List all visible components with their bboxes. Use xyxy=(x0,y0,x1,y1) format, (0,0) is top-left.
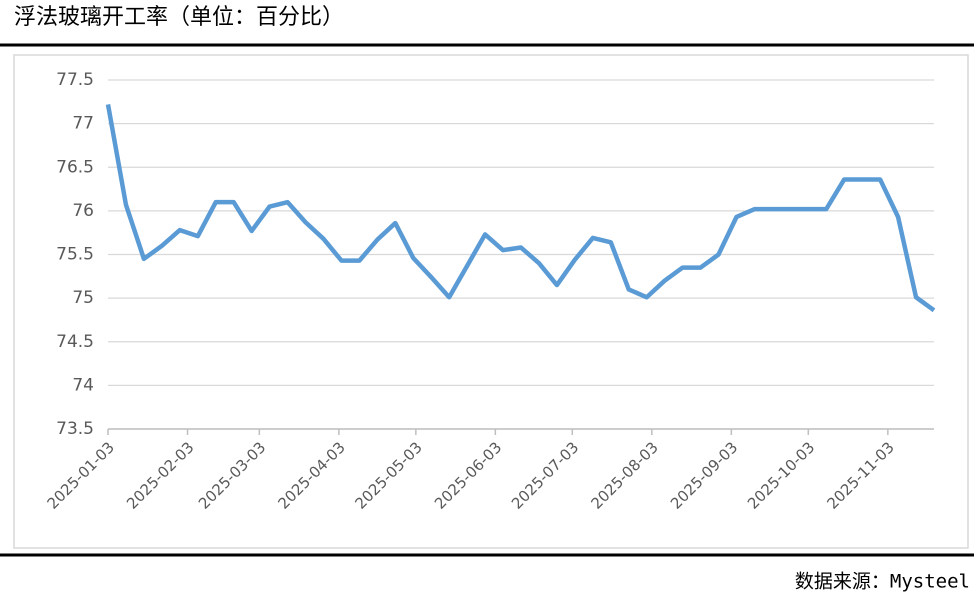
x-tick-label: 2025-10-03 xyxy=(744,438,818,512)
x-tick-label: 2025-07-03 xyxy=(508,438,582,512)
y-tick-label: 75.5 xyxy=(56,245,94,265)
x-tick-label: 2025-11-03 xyxy=(823,438,897,512)
chart-title: 浮法玻璃开工率（单位：百分比） xyxy=(14,5,344,30)
y-tick-label: 73.5 xyxy=(56,419,94,439)
y-tick-label: 77 xyxy=(72,114,94,134)
y-tick-label: 75 xyxy=(72,288,94,308)
y-tick-label: 77.5 xyxy=(56,70,94,90)
y-tick-label: 76 xyxy=(72,201,94,221)
x-tick-label: 2025-04-03 xyxy=(275,438,349,512)
plot-frame xyxy=(13,54,969,549)
x-tick-label: 2025-06-03 xyxy=(431,438,505,512)
x-tick-label: 2025-03-03 xyxy=(195,438,269,512)
y-tick-label: 74.5 xyxy=(56,332,94,352)
source-note: 数据来源：Mysteel xyxy=(795,571,970,593)
x-tick-label: 2025-08-03 xyxy=(587,438,661,512)
y-tick-label: 74 xyxy=(72,375,94,395)
data-line xyxy=(105,104,936,313)
y-tick-label: 76.5 xyxy=(56,157,94,177)
x-tick-label: 2025-09-03 xyxy=(667,438,741,512)
x-tick-label: 2025-05-03 xyxy=(351,438,425,512)
x-tick-label: 2025-01-03 xyxy=(44,438,118,512)
x-tick-label: 2025-02-03 xyxy=(123,438,197,512)
